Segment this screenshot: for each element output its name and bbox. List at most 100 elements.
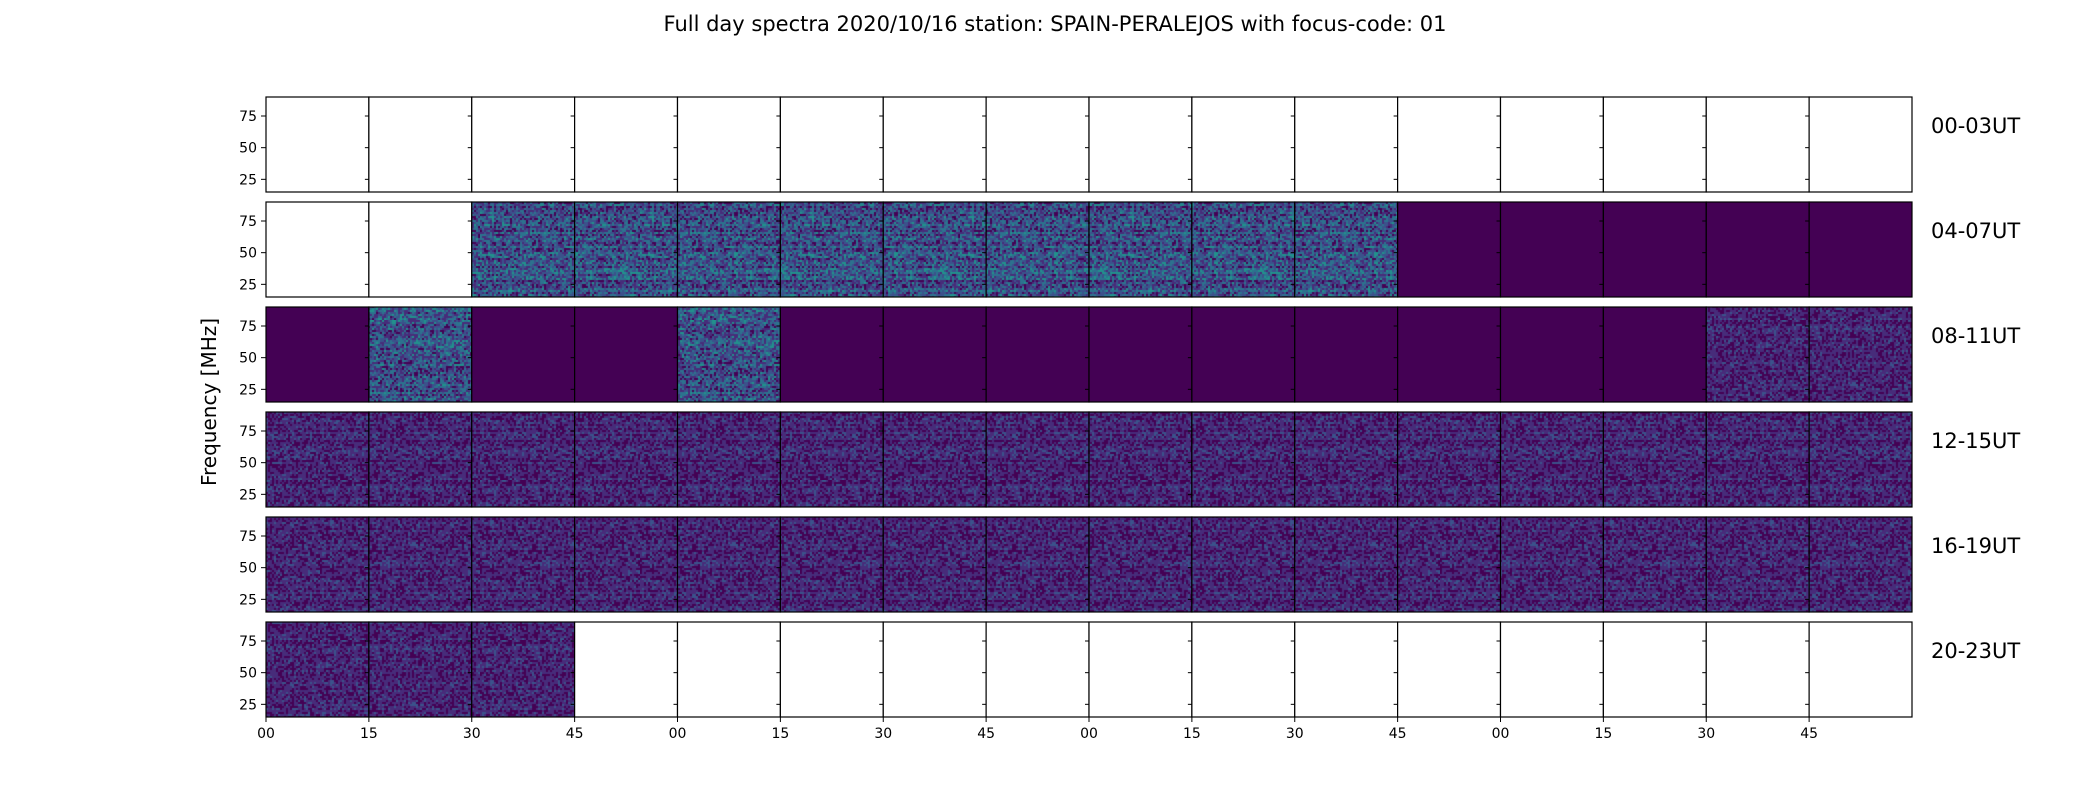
y-tick-label: 75 [239,109,257,125]
y-tick-label: 25 [239,277,257,293]
spectrum-panel [1603,412,1707,507]
x-tick-label: 15 [771,726,789,742]
spectrum-panel [1397,307,1501,402]
spectrum-panel [677,412,781,507]
spectrum-panel [677,97,781,192]
spectrum-panel [883,622,987,717]
spectrum-panel [368,412,472,507]
spectrum-panel [266,307,369,402]
spectrum-panel [1706,412,1810,507]
spectrum-panel [368,202,472,297]
spectrum-panel [1500,97,1604,192]
x-tick-label: 00 [257,726,275,742]
spectrum-panel [677,202,781,297]
spectrum-panel [883,202,987,297]
spectrum-panel [1089,202,1192,297]
spectrum-panel [1089,412,1192,507]
y-tick-label: 50 [239,141,257,157]
x-tick-label: 00 [669,726,687,742]
spectrum-panel [883,97,987,192]
spectrum-panel [574,97,678,192]
spectra-row-16-19UT: 25 50 75 16-19UT [239,516,2020,613]
spectra-row-08-11UT: 25 50 75 08-11UT [239,306,2020,403]
spectrum-panel [1191,202,1295,297]
spectrum-panel [780,97,884,192]
spectrum-panel [1089,622,1192,717]
panel-frame [1808,201,1913,298]
y-tick-label: 25 [239,382,257,398]
x-tick-label: 30 [874,726,892,742]
spectrum-panel [1809,97,1912,192]
spectrum-panel [1397,412,1501,507]
panel-frame [1808,306,1913,403]
panel-frame [1808,96,1913,193]
spectrum-panel [1809,517,1912,612]
panel-frame [1808,621,1913,718]
x-tick-label: 15 [1183,726,1201,742]
spectrum-panel [1397,97,1501,192]
x-tick-label: 30 [1697,726,1715,742]
spectra-row-12-15UT: 25 50 75 12-15UT [239,411,2020,508]
spectrum-panel [1500,307,1604,402]
spectrum-panel [266,202,369,297]
y-tick-label: 75 [239,319,257,335]
x-tick-label: 30 [463,726,481,742]
chart-title: Full day spectra 2020/10/16 station: SPA… [664,12,1447,36]
y-tick-label: 25 [239,592,257,608]
spectrum-panel [1294,97,1398,192]
spectrum-panel [471,97,575,192]
spectrum-panel [368,307,472,402]
spectrum-panel [266,97,369,192]
spectrum-panel [1706,517,1810,612]
spectrum-panel [574,202,678,297]
spectrum-panel [1397,202,1501,297]
spectrum-panel [471,412,575,507]
y-tick-label: 75 [239,424,257,440]
spectrum-panel [1089,97,1192,192]
spectrum-panel [1706,622,1810,717]
x-tick-label: 45 [1389,726,1407,742]
row-time-label: 20-23UT [1931,639,2020,663]
spectrum-panel [883,517,987,612]
spectrum-panel [1603,307,1707,402]
spectrum-panel [1603,202,1707,297]
spectrum-panel [780,307,884,402]
spectra-row-04-07UT: 25 50 75 04-07UT [239,201,2020,298]
x-tick-label: 45 [566,726,584,742]
spectrum-panel [1191,97,1295,192]
row-time-label: 12-15UT [1931,429,2020,453]
row-time-label: 04-07UT [1931,219,2020,243]
spectrum-panel [677,622,781,717]
spectrum-panel [1603,622,1707,717]
spectrum-panel [677,307,781,402]
spectrum-panel [1294,517,1398,612]
spectrum-panel [1706,202,1810,297]
y-tick-label: 75 [239,214,257,230]
x-tick-label: 45 [1800,726,1818,742]
spectrum-panel [1706,307,1810,402]
spectra-row-00-03UT: 25 50 75 00-03UT [239,96,2020,193]
spectrum-panel [471,622,575,717]
x-tick-label: 45 [977,726,995,742]
x-tick-label: 30 [1286,726,1304,742]
spectrum-panel [266,517,369,612]
spectrum-panel [471,202,575,297]
spectra-row-20-23UT: 25 50 75 20-23UT [239,621,2020,718]
spectrum-panel [368,97,472,192]
y-tick-label: 50 [239,666,257,682]
spectrum-panel [471,307,575,402]
x-tick-label: 15 [360,726,378,742]
spectrum-panel [780,517,884,612]
spectrum-panel [883,307,987,402]
spectrum-panel [986,622,1089,717]
spectrum-panel [1397,622,1501,717]
spectrum-panel [1809,412,1912,507]
spectrum-panel [1191,412,1295,507]
spectrum-panel [1191,517,1295,612]
y-tick-label: 50 [239,246,257,262]
y-tick-label: 25 [239,487,257,503]
spectrum-panel [574,517,678,612]
spectrum-panel [1706,97,1810,192]
row-time-label: 08-11UT [1931,324,2020,348]
